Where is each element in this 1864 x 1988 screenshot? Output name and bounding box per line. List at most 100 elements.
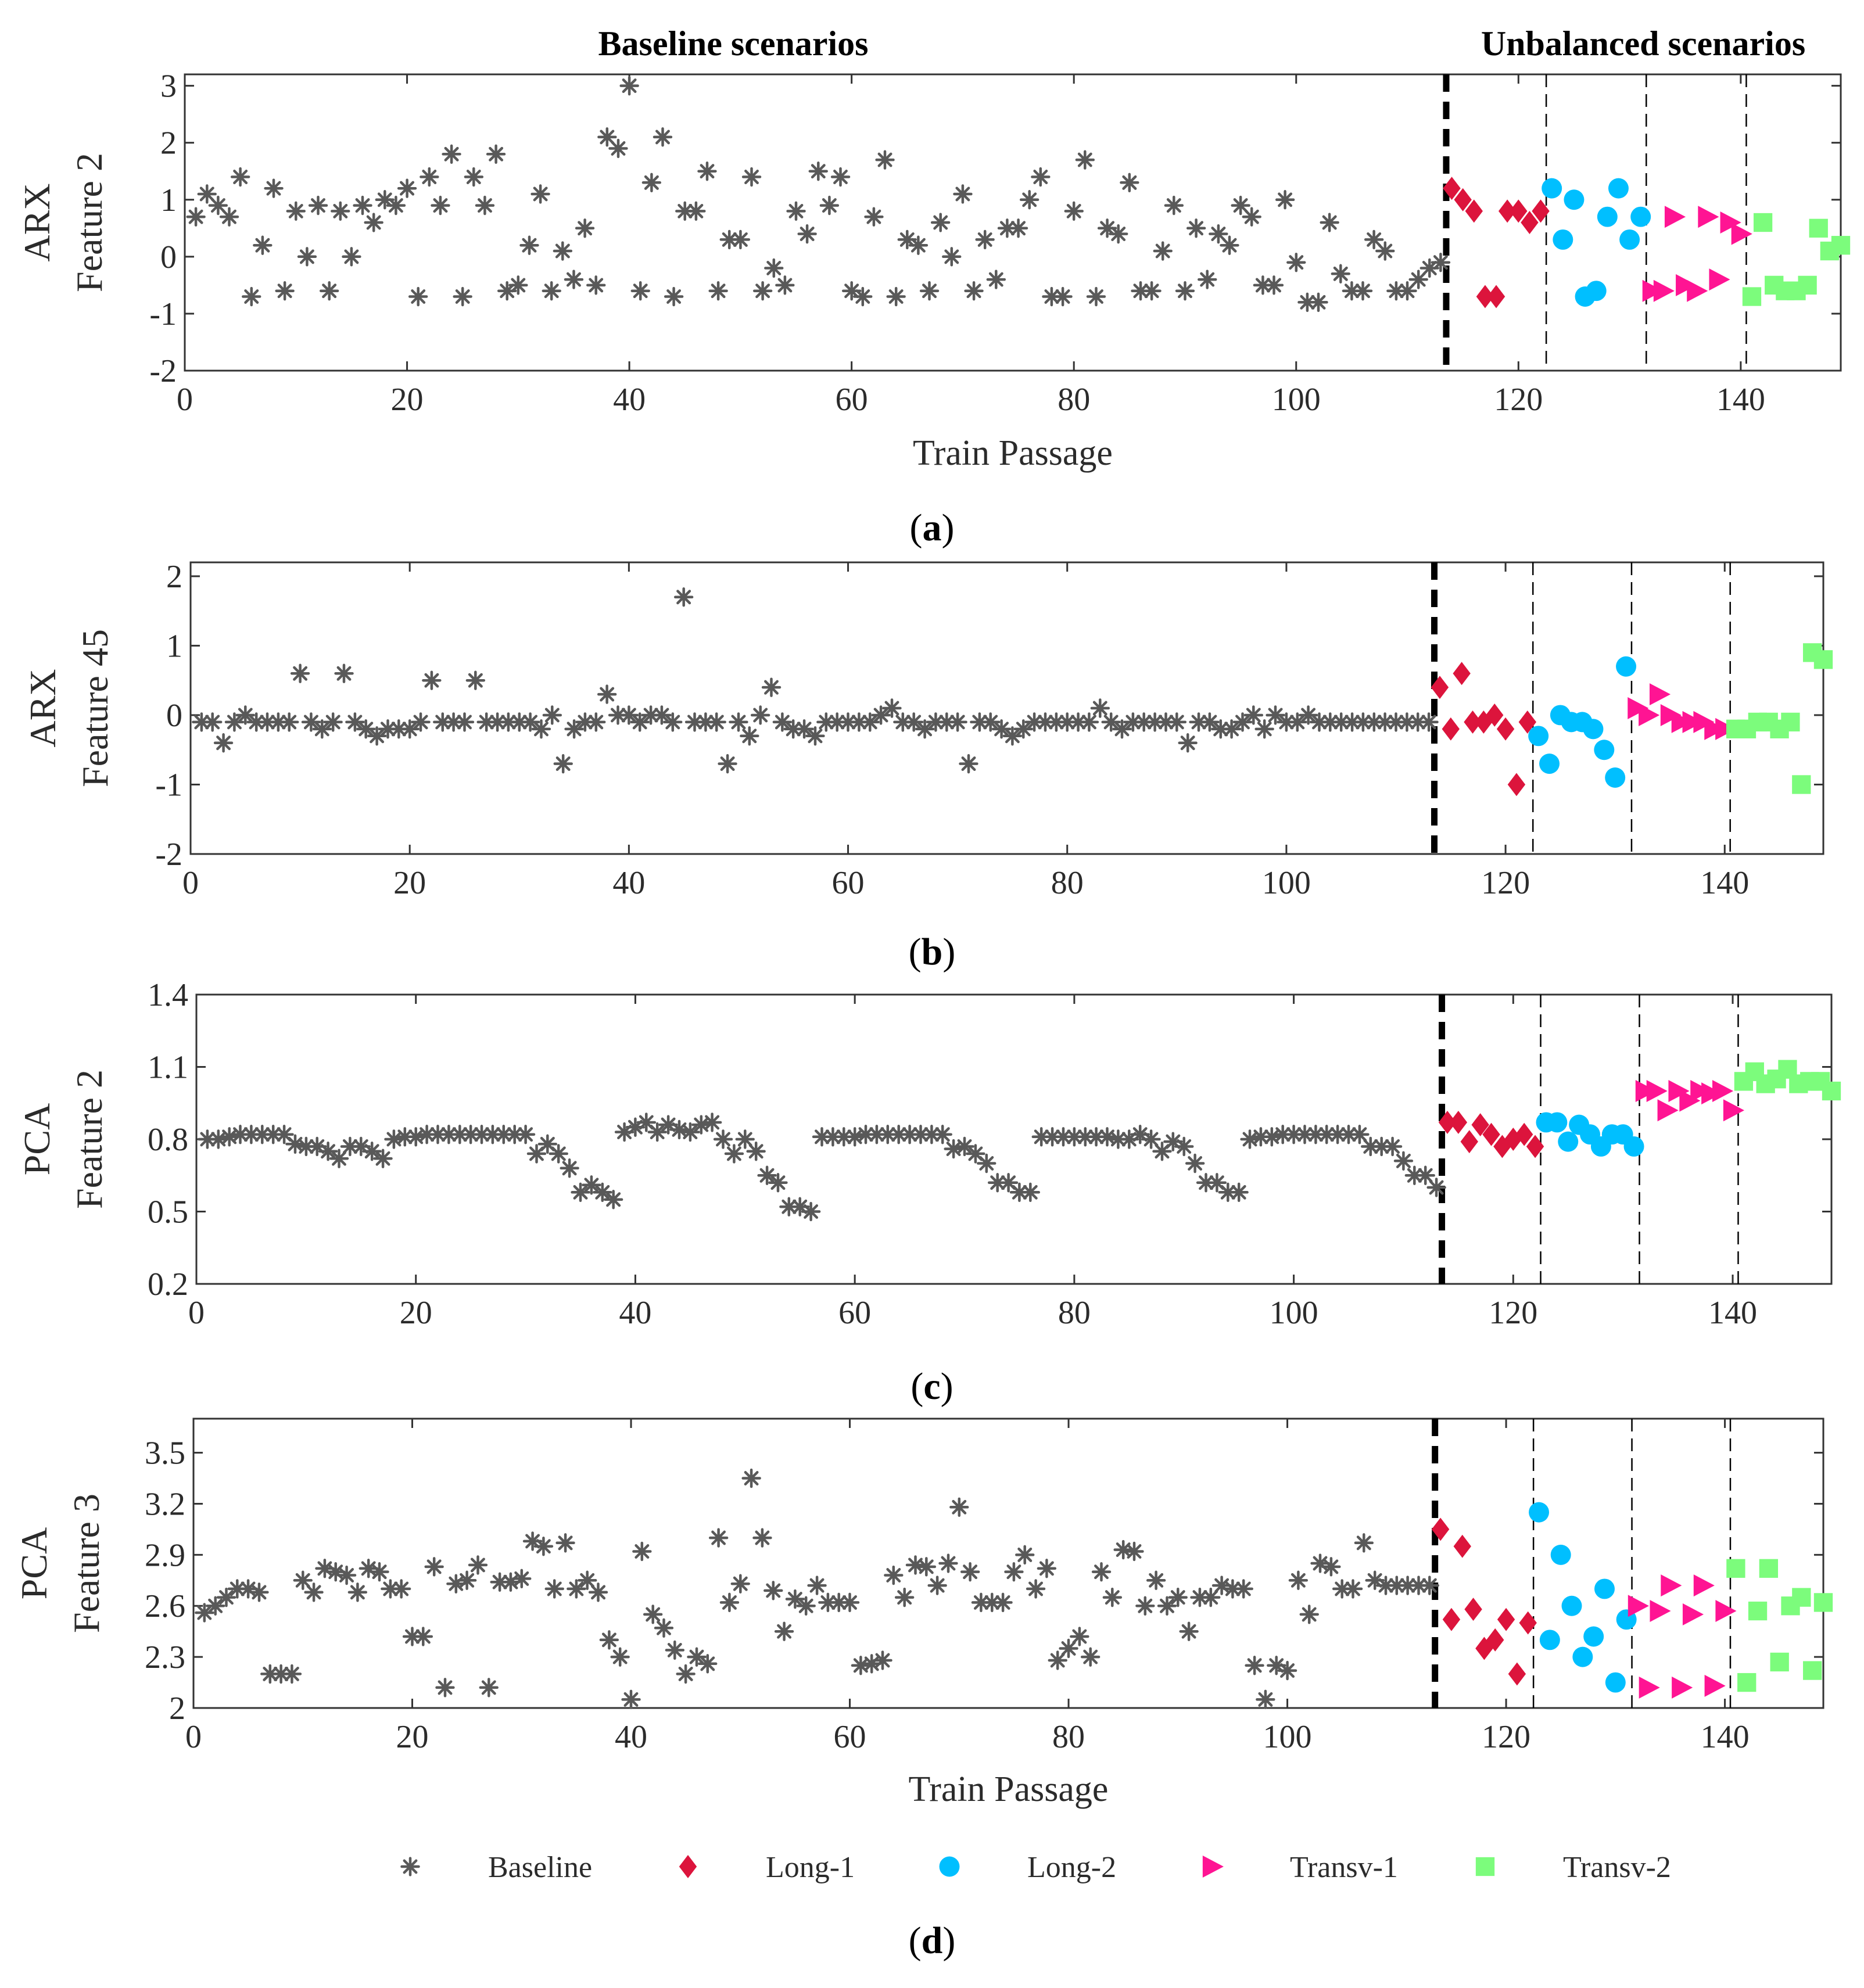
point-baseline (1254, 719, 1274, 739)
point-long-1 (1510, 199, 1528, 223)
point-baseline (1064, 1127, 1084, 1147)
point-baseline (964, 281, 984, 301)
point-baseline (801, 1201, 821, 1222)
point-baseline (684, 712, 705, 732)
y-tick-label: 0.8 (148, 1122, 188, 1158)
point-baseline (894, 1587, 915, 1607)
point-transv-2 (1813, 1593, 1833, 1612)
point-baseline (331, 201, 350, 221)
point-baseline (652, 705, 672, 725)
point-transv-1 (1661, 1574, 1682, 1597)
point-baseline (772, 712, 793, 732)
point-baseline (504, 1125, 525, 1144)
legend-label: Transv-1 (1290, 1851, 1398, 1884)
point-baseline (849, 712, 869, 732)
point-baseline (991, 719, 1012, 739)
panel-d: 0 20 40 60 80 100 120 140 2 2.3 2.6 2.9 3.2 3.5 PCA Fea… (13, 1418, 1833, 1962)
point-baseline (1253, 275, 1273, 295)
point-transv-2 (1737, 1673, 1757, 1692)
point-baseline (1142, 281, 1162, 301)
point-baseline (691, 1115, 711, 1135)
point-baseline (860, 712, 880, 732)
point-transv-1 (1664, 206, 1686, 228)
point-baseline (673, 587, 694, 607)
point-baseline (494, 1125, 514, 1144)
point-baseline (1375, 712, 1395, 732)
point-baseline (238, 1579, 258, 1599)
point-baseline (334, 663, 354, 683)
point-baseline (340, 1136, 360, 1157)
point-baseline (953, 184, 973, 204)
point-baseline (904, 712, 924, 732)
point-baseline (1119, 1129, 1139, 1149)
point-baseline (653, 127, 673, 147)
point-baseline (397, 178, 417, 198)
x-tick-label: 0 (182, 865, 199, 901)
point-transv-2 (1759, 1559, 1779, 1578)
point-transv-1 (1687, 279, 1708, 302)
point-baseline (597, 684, 617, 704)
point-baseline (1008, 218, 1028, 238)
point-baseline (1064, 201, 1084, 221)
point-baseline (553, 241, 573, 261)
point-long-1 (1442, 717, 1460, 741)
point-baseline (588, 1582, 608, 1602)
point-baseline (198, 1129, 217, 1149)
point-baseline (741, 167, 762, 187)
point-baseline (729, 712, 748, 732)
point-baseline (1070, 1627, 1089, 1646)
point-baseline (197, 184, 217, 204)
point-long-2 (1616, 656, 1637, 677)
point-baseline (975, 229, 995, 250)
point-baseline (933, 1125, 952, 1144)
point-baseline (1284, 1125, 1304, 1144)
point-baseline (1109, 224, 1128, 244)
point-baseline (431, 195, 450, 216)
series-transv-2 (1726, 1559, 1833, 1692)
point-baseline (1145, 712, 1165, 732)
x-tick-label: 140 (1716, 382, 1765, 418)
y-tick-label: 3.2 (145, 1486, 185, 1522)
point-baseline (697, 162, 717, 181)
point-baseline (1275, 190, 1295, 210)
point-baseline (442, 144, 461, 164)
y-tick-label: 2.6 (145, 1588, 185, 1624)
point-baseline (786, 201, 806, 221)
point-baseline (1157, 1596, 1177, 1616)
x-axis-label: Train Passage (909, 1770, 1109, 1809)
point-baseline (586, 712, 606, 732)
point-transv-1 (1709, 268, 1730, 291)
point-baseline (531, 719, 551, 739)
point-long-1 (1519, 1611, 1537, 1635)
point-baseline (413, 1627, 433, 1646)
point-baseline (1211, 1576, 1232, 1595)
point-baseline (384, 1129, 404, 1149)
header-baseline: Baseline scenarios (598, 24, 869, 63)
point-baseline (702, 1113, 722, 1132)
point-baseline (293, 1570, 313, 1590)
point-baseline (279, 712, 299, 732)
point-baseline (1175, 281, 1195, 301)
point-long-2 (1528, 726, 1549, 747)
point-baseline (435, 1678, 455, 1698)
point-long-2 (1594, 740, 1615, 760)
x-tick-label: 140 (1700, 865, 1749, 901)
point-baseline (1231, 195, 1250, 216)
point-baseline (312, 719, 332, 739)
point-baseline (476, 712, 496, 732)
point-baseline (1013, 719, 1033, 739)
point-long-2 (1558, 1131, 1579, 1152)
point-transv-1 (1671, 710, 1693, 733)
panel-b: 0 20 40 60 80 100 120 140 -2 -1 0 1 2 ARX Feature 45 (b… (22, 559, 1833, 973)
point-long-1 (1454, 188, 1472, 211)
point-baseline (1382, 1136, 1403, 1157)
point-baseline (378, 719, 398, 739)
point-baseline (1297, 292, 1317, 313)
series-long-1 (1438, 1111, 1544, 1158)
point-baseline (342, 247, 361, 267)
point-long-1 (1453, 662, 1471, 686)
point-baseline (454, 712, 475, 732)
point-long-1 (1464, 1598, 1482, 1621)
point-baseline (827, 712, 847, 732)
point-baseline (362, 1142, 382, 1161)
